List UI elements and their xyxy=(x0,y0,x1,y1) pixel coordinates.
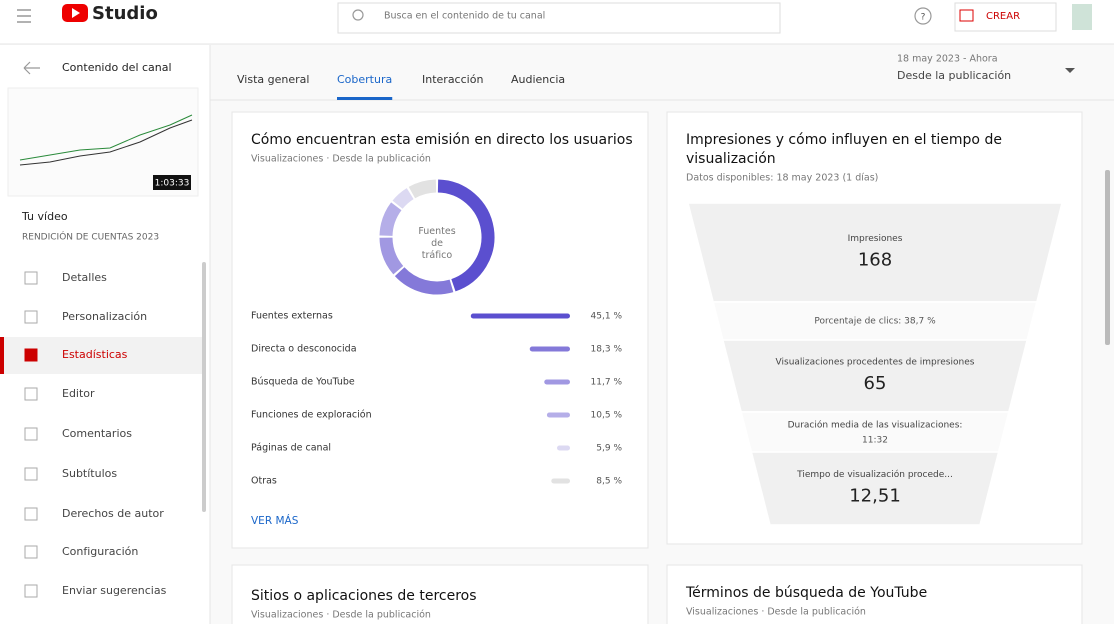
nav-item[interactable]: Personalización xyxy=(62,310,147,323)
video-title: RENDICIÓN DE CUENTAS 2023 xyxy=(22,231,159,243)
duration: 1:03:33 xyxy=(155,179,190,189)
value-label: 45,1 % xyxy=(591,312,623,322)
category-label: Búsqueda de YouTube xyxy=(251,377,355,388)
card-title: Sitios o aplicaciones de terceros xyxy=(251,588,477,604)
nav-item[interactable]: Detalles xyxy=(62,271,107,284)
value-label: 5,9 % xyxy=(596,444,622,454)
stage-value: 168 xyxy=(858,250,892,271)
value-label: 10,5 % xyxy=(591,411,623,421)
donut-label-line: tráfico xyxy=(422,250,453,261)
sidebar-scrollbar xyxy=(202,262,206,512)
bar xyxy=(530,347,570,352)
title-line: visualización xyxy=(686,151,776,167)
stage-value: 65 xyxy=(864,373,887,394)
stage-label: Tiempo de visualización procede... xyxy=(796,469,953,480)
card-subtitle: Datos disponibles: 18 may 2023 (1 días) xyxy=(686,173,878,184)
value-label: 11,7 % xyxy=(591,378,623,388)
bar xyxy=(547,413,570,418)
video-label: Tu vídeo xyxy=(21,210,68,223)
create-text[interactable]: CREAR xyxy=(986,11,1020,22)
category-label: Páginas de canal xyxy=(251,443,331,454)
card-subtitle: Visualizaciones · Desde la publicación xyxy=(686,607,866,618)
nav-item[interactable]: Configuración xyxy=(62,545,138,558)
donut-label-line: de xyxy=(431,238,443,249)
see-more[interactable]: VER MÁS xyxy=(251,514,299,527)
tab[interactable]: Interacción xyxy=(422,73,483,86)
stage-label: Duración media de las visualizaciones: xyxy=(788,420,963,431)
nav-item[interactable]: Derechos de autor xyxy=(62,507,164,520)
category-label: Funciones de exploración xyxy=(251,410,372,421)
traffic-card xyxy=(232,112,648,548)
page-scrollbar xyxy=(1105,170,1110,345)
card-subtitle: Visualizaciones · Desde la publicación xyxy=(251,610,431,621)
bar xyxy=(551,479,570,484)
bar xyxy=(544,380,570,385)
nav-icon xyxy=(25,349,37,361)
value-label: 18,3 % xyxy=(591,345,623,355)
nav-item[interactable]: Editor xyxy=(62,387,95,400)
nav-item[interactable]: Comentarios xyxy=(62,427,132,440)
category-label: Directa o desconocida xyxy=(251,344,357,355)
screen: Studio Busca en el contenido de tu canal… xyxy=(0,0,1114,624)
page: YouTube Studio {"header":{"logo":"Studio… xyxy=(0,0,1114,624)
stage-value: 11:32 xyxy=(862,436,888,446)
stage-value: 12,51 xyxy=(849,486,901,507)
date-dropdown[interactable] xyxy=(1065,68,1075,73)
donut-label-line: Fuentes xyxy=(418,226,455,237)
date-label[interactable]: Desde la publicación xyxy=(897,69,1011,82)
category-label: Otras xyxy=(251,476,277,487)
search-placeholder[interactable]: Busca en el contenido de tu canal xyxy=(384,11,545,22)
nav-item[interactable]: Estadísticas xyxy=(62,348,128,361)
title-line: Impresiones y cómo influyen en el tiempo… xyxy=(686,132,1002,148)
card-title: Cómo encuentran esta emisión en directo … xyxy=(251,132,633,148)
body: Studio Busca en el contenido de tu canal… xyxy=(0,0,1114,624)
card-title: Términos de búsqueda de YouTube xyxy=(685,585,927,601)
date-period: 18 may 2023 - Ahora xyxy=(897,54,998,65)
value-label: 8,5 % xyxy=(596,477,622,487)
tab[interactable]: Cobertura xyxy=(337,73,392,86)
card-subtitle: Visualizaciones · Desde la publicación xyxy=(251,154,431,165)
bar xyxy=(471,314,570,319)
tab-underline xyxy=(337,97,392,100)
help-text: ? xyxy=(921,13,926,23)
nav-item[interactable]: Subtítulos xyxy=(62,467,117,480)
funnel-stage xyxy=(741,412,1009,452)
donut-segment xyxy=(412,186,436,193)
avatar[interactable] xyxy=(1072,4,1092,30)
stage-label: Visualizaciones procedentes de impresion… xyxy=(776,358,975,368)
stage-label: Impresiones xyxy=(848,234,903,244)
stage-label: Porcentaje de clics: 38,7 % xyxy=(814,317,936,327)
tab[interactable]: Audiencia xyxy=(511,73,565,86)
logo-text[interactable]: Studio xyxy=(92,3,158,24)
nav-item[interactable]: Enviar sugerencias xyxy=(62,584,167,597)
bar xyxy=(557,446,570,451)
category-label: Fuentes externas xyxy=(251,311,333,322)
sidebar-title: Contenido del canal xyxy=(62,61,172,74)
active-indicator xyxy=(0,337,4,374)
tab[interactable]: Vista general xyxy=(237,73,309,86)
